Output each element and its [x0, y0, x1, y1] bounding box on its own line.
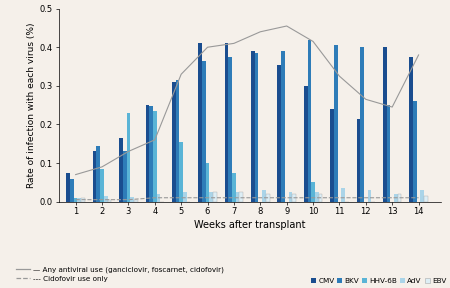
Bar [104, 196, 108, 202]
Bar [251, 51, 255, 202]
Bar [108, 200, 111, 202]
Bar [420, 190, 424, 202]
Bar [398, 194, 401, 202]
Bar [334, 45, 338, 202]
Bar [123, 151, 126, 202]
Y-axis label: Rate of infection with each virus (%): Rate of infection with each virus (%) [27, 22, 36, 188]
Bar [413, 101, 417, 202]
X-axis label: Weeks after transplant: Weeks after transplant [194, 220, 306, 230]
Bar [153, 111, 157, 202]
Bar [255, 53, 258, 202]
Bar [360, 47, 364, 202]
Bar [229, 57, 232, 202]
Bar [394, 194, 398, 202]
Bar [119, 138, 123, 202]
Bar [341, 188, 345, 202]
Bar [93, 151, 96, 202]
Bar [149, 106, 153, 202]
Bar [179, 142, 183, 202]
Bar [198, 43, 202, 202]
Bar [368, 190, 371, 202]
Bar [330, 109, 334, 202]
Bar [383, 47, 387, 202]
Legend: CMV, BKV, HHV-6B, AdV, EBV: CMV, BKV, HHV-6B, AdV, EBV [311, 278, 446, 284]
Bar [356, 119, 360, 202]
Legend: — Any antiviral use (ganciclovir, foscarnet, cidofovir), --- Cidofovir use only: — Any antiviral use (ganciclovir, foscar… [13, 264, 227, 284]
Bar [262, 190, 266, 202]
Bar [81, 198, 85, 202]
Bar [74, 198, 77, 202]
Bar [213, 192, 217, 202]
Bar [424, 196, 428, 202]
Bar [232, 173, 236, 202]
Bar [236, 192, 239, 202]
Bar [134, 200, 138, 202]
Bar [202, 61, 206, 202]
Bar [130, 197, 134, 202]
Bar [176, 80, 179, 202]
Bar [292, 194, 296, 202]
Bar [225, 43, 229, 202]
Bar [209, 192, 213, 202]
Bar [145, 105, 149, 202]
Bar [239, 192, 243, 202]
Bar [288, 192, 292, 202]
Bar [281, 51, 285, 202]
Bar [206, 163, 209, 202]
Bar [96, 146, 100, 202]
Bar [311, 182, 315, 202]
Bar [157, 194, 160, 202]
Bar [77, 198, 81, 202]
Bar [67, 173, 70, 202]
Bar [100, 169, 104, 202]
Bar [410, 57, 413, 202]
Bar [387, 105, 390, 202]
Bar [278, 65, 281, 202]
Bar [126, 113, 130, 202]
Bar [315, 192, 319, 202]
Bar [183, 192, 187, 202]
Bar [304, 86, 307, 202]
Bar [266, 194, 270, 202]
Bar [172, 82, 176, 202]
Bar [70, 179, 74, 202]
Bar [319, 194, 322, 202]
Bar [307, 39, 311, 202]
